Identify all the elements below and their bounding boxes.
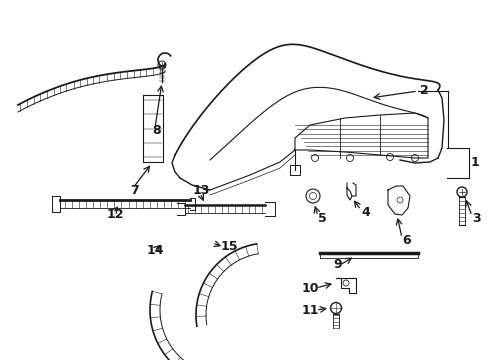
Text: 12: 12 [107, 208, 124, 221]
Text: 5: 5 [317, 211, 326, 225]
Text: 7: 7 [130, 184, 139, 197]
Text: 3: 3 [471, 211, 480, 225]
Text: 9: 9 [332, 258, 341, 271]
Text: 8: 8 [152, 123, 160, 136]
Text: 15: 15 [221, 240, 238, 253]
Text: 10: 10 [302, 282, 319, 294]
Text: 6: 6 [401, 234, 410, 247]
Text: 2: 2 [419, 85, 428, 98]
Text: 13: 13 [193, 184, 210, 198]
Text: 4: 4 [360, 206, 369, 219]
Text: 1: 1 [470, 157, 479, 170]
Text: 11: 11 [302, 303, 319, 316]
Text: 14: 14 [147, 243, 164, 256]
